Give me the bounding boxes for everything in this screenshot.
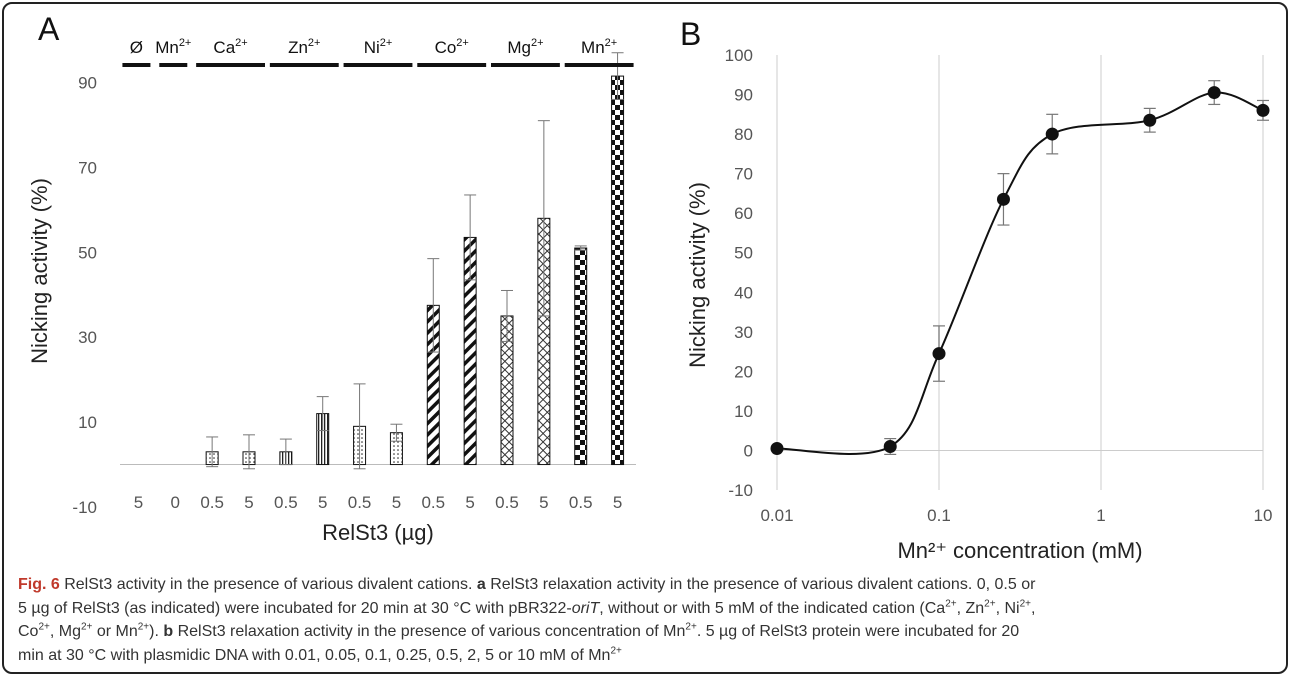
caption-line-2: 5 µg of RelSt3 (as indicated) were incub… [18, 598, 1036, 617]
data-point [1207, 86, 1221, 100]
caption-line-4: min at 30 °C with plasmidic DNA with 0.0… [18, 645, 622, 664]
figure-caption: Fig. 6 RelSt3 activity in the presence o… [18, 573, 1278, 667]
x-tick-label-a: 0.5 [421, 493, 445, 512]
y-tick-label-b: 90 [734, 86, 753, 105]
cation-group-label: Zn2+ [288, 37, 320, 57]
data-point [770, 441, 784, 455]
x-tick-label-a: 0.5 [274, 493, 298, 512]
cation-group-label: Co2+ [435, 37, 469, 57]
data-point [932, 347, 946, 361]
cation-group-label: Mn2+ [581, 37, 617, 57]
bar [574, 247, 588, 466]
data-point [1256, 103, 1270, 117]
y-tick-label-a: 30 [78, 328, 97, 347]
y-tick-label-b: 20 [734, 362, 753, 381]
y-tick-label-b: 60 [734, 204, 753, 223]
x-tick-label-a: 5 [392, 493, 401, 512]
x-tick-label-a: 0.5 [495, 493, 519, 512]
y-axis-label-b: Nicking activity (%) [685, 182, 710, 368]
x-tick-label-a: 5 [244, 493, 253, 512]
caption-line-1: Fig. 6 RelSt3 activity in the presence o… [18, 576, 1036, 593]
y-tick-label-a: 10 [78, 413, 97, 432]
y-tick-label-a: 50 [78, 243, 97, 262]
data-point [1045, 127, 1059, 141]
y-tick-label-b: 100 [725, 46, 753, 65]
x-tick-label-a: 5 [539, 493, 548, 512]
cation-group-bar [269, 63, 339, 67]
y-tick-label-b: 40 [734, 283, 753, 302]
y-axis-label-a: Nicking activity (%) [27, 178, 52, 364]
series-line [776, 91, 1264, 455]
data-point [996, 192, 1010, 206]
y-tick-label-a: 70 [78, 158, 97, 177]
x-axis-label-a: RelSt3 (µg) [322, 520, 434, 545]
x-tick-label-a: 0.5 [348, 493, 372, 512]
cation-group-label: Ø [130, 38, 143, 57]
cation-group-label: Ca2+ [213, 37, 247, 57]
cation-group-bar [159, 63, 188, 67]
y-tick-label-b: 0 [744, 441, 753, 460]
y-tick-label-b: -10 [728, 481, 753, 500]
cation-group-bar [564, 63, 634, 67]
x-axis-label-b: Mn²⁺ concentration (mM) [897, 538, 1142, 563]
bar [611, 75, 625, 466]
x-tick-label-a: 5 [613, 493, 622, 512]
x-tick-label-a: 0.5 [569, 493, 593, 512]
y-tick-label-a: -10 [72, 498, 97, 517]
y-tick-label-b: 70 [734, 165, 753, 184]
x-tick-label-b: 10 [1254, 506, 1273, 525]
cation-group-bar [122, 63, 151, 67]
y-tick-label-a: 90 [78, 73, 97, 92]
cation-group-bar [417, 63, 487, 67]
cation-group-label: Mn2+ [155, 37, 191, 57]
cation-group-bar [343, 63, 413, 67]
x-tick-label-a: 5 [134, 493, 143, 512]
y-tick-label-b: 10 [734, 402, 753, 421]
cation-group-bar [196, 63, 265, 67]
cation-group-label: Ni2+ [364, 37, 393, 57]
chart-b: B 0.01 0.1 1 10 -10 0 10 20 30 40 50 60 70 80 90 100 Nick… [680, 16, 1272, 563]
x-tick-label-b: 0.01 [760, 506, 793, 525]
data-point [1143, 113, 1157, 127]
panel-b-letter: B [680, 16, 701, 52]
data-point [883, 440, 897, 453]
y-tick-label-b: 50 [734, 244, 753, 263]
caption-line-3: Co2+, Mg2+ or Mn2+). b RelSt3 relaxation… [18, 621, 1020, 640]
x-tick-label-a: 5 [318, 493, 327, 512]
cation-group-label: Mg2+ [507, 37, 543, 57]
panel-a-letter: A [38, 11, 60, 47]
x-tick-label-a: 0 [171, 493, 180, 512]
x-tick-label-b: 0.1 [927, 506, 951, 525]
x-tick-label-a: 0.5 [200, 493, 224, 512]
cation-group-bar [491, 63, 560, 67]
figure-label: Fig. 6 [18, 576, 60, 593]
y-tick-label-b: 30 [734, 323, 753, 342]
y-tick-label-b: 80 [734, 125, 753, 144]
x-tick-label-b: 1 [1096, 506, 1105, 525]
x-tick-label-a: 5 [465, 493, 474, 512]
